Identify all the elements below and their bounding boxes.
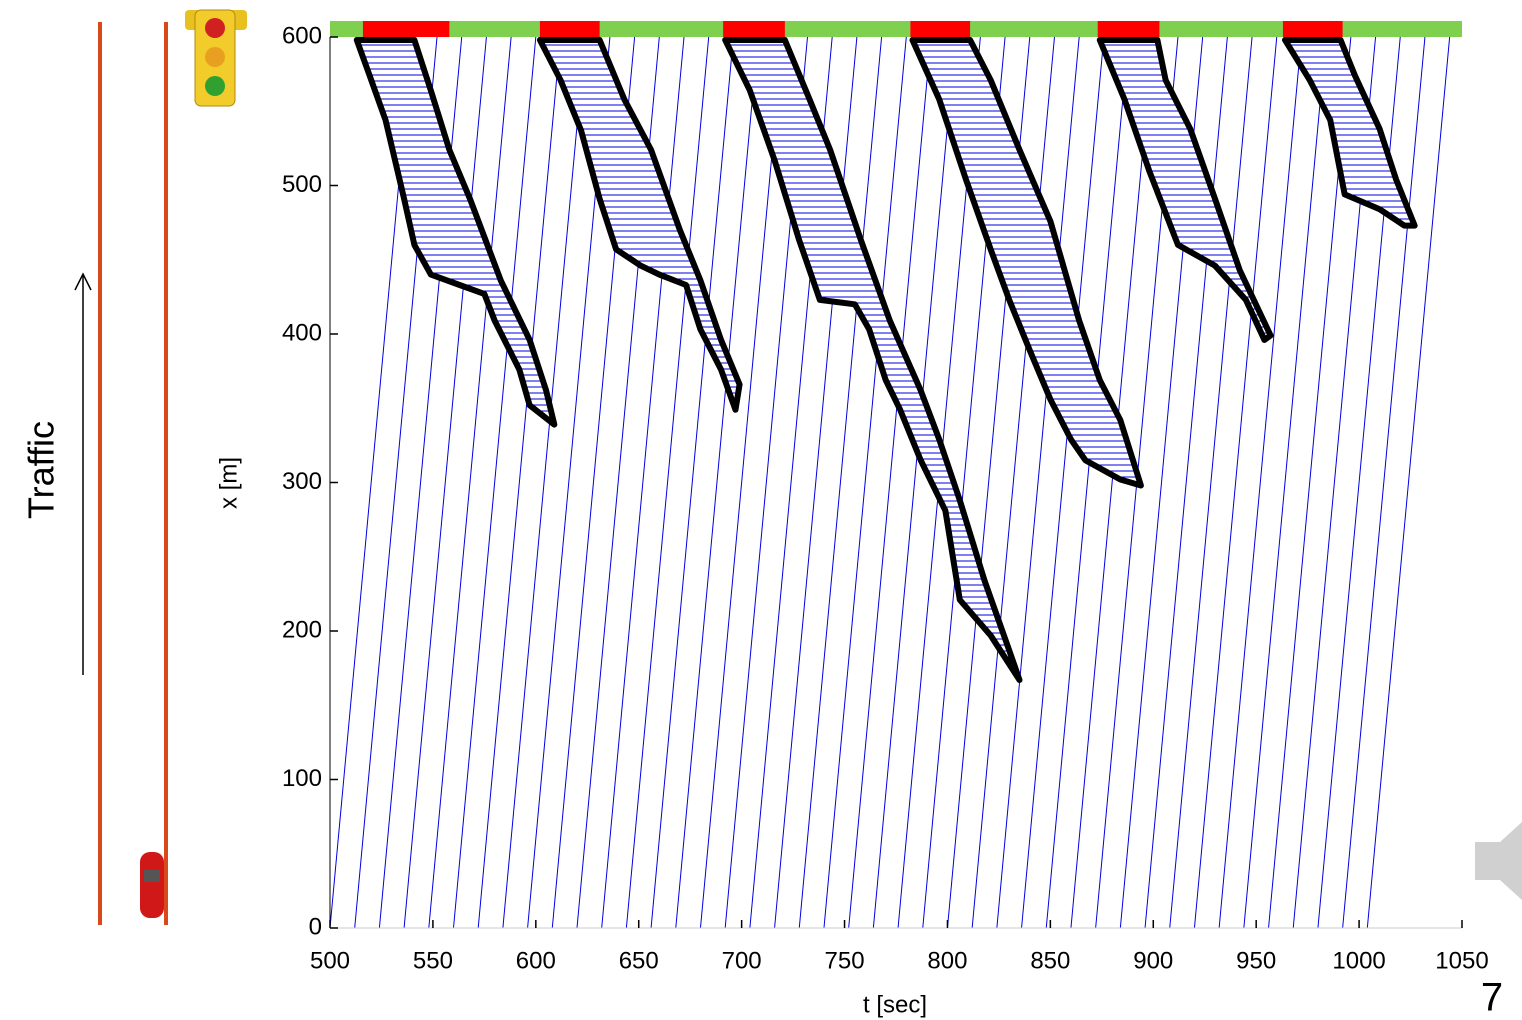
trajectory <box>699 37 784 928</box>
trajectory <box>1070 37 1154 928</box>
x-tick-label: 1050 <box>1435 947 1488 974</box>
red-phase <box>1282 21 1343 37</box>
trajectory <box>1193 37 1278 928</box>
x-axis-label: t [sec] <box>863 991 927 1018</box>
red-phase <box>1097 21 1160 37</box>
trajectory <box>1243 37 1327 928</box>
red-phase <box>539 21 600 37</box>
trajectory <box>1169 37 1253 928</box>
car-icon <box>140 852 164 918</box>
speaker-icon <box>1475 822 1522 900</box>
x-tick-label: 950 <box>1236 947 1276 974</box>
trajectory <box>1268 37 1352 928</box>
arrow-head <box>74 272 92 291</box>
trajectory <box>403 37 487 928</box>
traffic-light-icon <box>185 9 247 107</box>
x-tick-label: 1000 <box>1332 947 1385 974</box>
queue-region <box>1282 37 1418 229</box>
trajectory <box>848 37 932 928</box>
x-tick-label: 700 <box>722 947 762 974</box>
traffic-label: Traffic <box>21 421 62 519</box>
y-tick-label: 100 <box>282 765 322 792</box>
x-tick-label: 500 <box>310 947 350 974</box>
trajectory <box>650 37 734 928</box>
trajectory <box>872 37 957 928</box>
trajectory <box>428 37 512 928</box>
x-tick-label: 850 <box>1030 947 1070 974</box>
queue-region <box>1096 37 1274 343</box>
x-tick-label: 600 <box>516 947 556 974</box>
y-tick-label: 200 <box>282 616 322 643</box>
x-tick-label: 800 <box>927 947 967 974</box>
trajectory <box>996 37 1080 928</box>
trajectory <box>601 37 685 928</box>
x-tick-label: 650 <box>619 947 659 974</box>
y-tick-label: 300 <box>282 468 322 495</box>
trajectory <box>502 37 586 928</box>
trajectory <box>1218 37 1302 928</box>
axes: 500 550 600 650 700 750 800 850 900 950 1000 1050 0 1… <box>282 22 1489 974</box>
queue-region <box>353 37 558 428</box>
trajectory <box>675 37 759 928</box>
trajectory <box>1045 37 1130 928</box>
signal-band <box>330 21 1462 37</box>
queue-region <box>536 37 743 413</box>
y-tick-label: 0 <box>309 913 322 940</box>
y-tick-label: 500 <box>282 171 322 198</box>
x-tick-label: 900 <box>1133 947 1173 974</box>
trajectory <box>477 37 562 928</box>
red-phase <box>723 21 785 37</box>
y-tick-label: 400 <box>282 319 322 346</box>
queue-region <box>722 37 1023 684</box>
trajectory <box>625 37 710 928</box>
x-tick-label: 750 <box>825 947 865 974</box>
plot-area <box>330 37 1451 928</box>
y-tick-label: 600 <box>282 22 322 49</box>
trajectory <box>1144 37 1228 928</box>
queue-region <box>909 37 1144 489</box>
y-axis-label: x [m] <box>215 457 242 509</box>
trajectory <box>1342 37 1426 928</box>
trajectory <box>452 37 537 928</box>
trajectory <box>1021 37 1105 928</box>
trajectory <box>798 37 883 928</box>
trajectory <box>1366 37 1451 928</box>
red-phase <box>362 21 450 37</box>
red-phase <box>910 21 971 37</box>
green-phase <box>330 21 1462 37</box>
trajectory <box>823 37 907 928</box>
x-tick-label: 550 <box>413 947 453 974</box>
slide-number: 7 <box>1481 976 1503 1020</box>
trajectory <box>971 37 1055 928</box>
